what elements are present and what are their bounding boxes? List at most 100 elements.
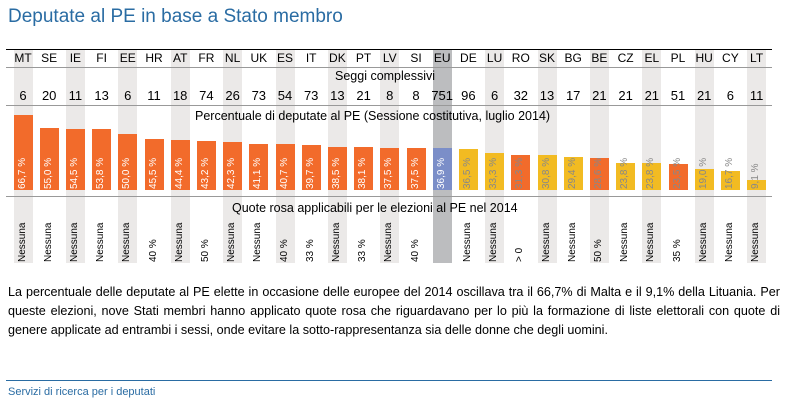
country-label: CZ [617,51,634,65]
bar [223,142,243,190]
quota-label: Nessuna [619,222,631,262]
country-label: LV [382,51,397,65]
bar-value-label: 39,7 % [304,157,316,189]
seat-count: 11 [749,88,764,103]
chart: Seggi complessivi Percentuale di deputate… [6,49,772,263]
seat-count: 73 [251,88,267,103]
country-label: PT [355,51,372,65]
bar-value-label: 30,8 % [540,157,552,189]
bar [170,140,190,190]
divider [6,67,772,68]
quota-label: Nessuna [252,222,264,262]
bar-value-label: 16,7 % [724,157,735,189]
bar [642,163,662,190]
divider [6,105,772,106]
bar [406,147,426,190]
bar [694,168,714,190]
bar-value-label: 44,4 % [173,157,185,189]
bar-value-label: 42,3 % [226,157,238,189]
seat-count: 21 [644,88,660,103]
bar [301,145,321,190]
seat-count: 73 [303,88,319,103]
seat-count: 21 [592,88,607,103]
quota-label: Nessuna [42,222,54,262]
seat-count: 21 [618,88,633,103]
bar [590,157,609,190]
bar [197,141,216,190]
country-label: RO [511,51,530,65]
bar [563,156,583,190]
column-shade [694,49,714,263]
seat-count: 21 [356,88,371,103]
quota-label: Nessuna [383,222,395,262]
seat-count: 32 [513,88,529,103]
bar [485,152,505,190]
country-label: ES [276,51,293,65]
country-label: NL [224,51,241,65]
bar-value-label: 50,0 % [121,157,133,189]
quota-label: 35 % [671,239,683,262]
seat-count: 17 [565,88,581,103]
seat-count: 54 [277,88,293,103]
bar [144,138,164,190]
country-label: BG [564,51,582,65]
quota-label: Nessuna [645,222,657,262]
bar-value-label: 29,4 % [566,157,578,189]
bar [328,146,347,190]
quota-label: Nessuna [226,222,238,262]
description-paragraph: La percentuale delle deputate al PE elet… [8,285,780,337]
seat-count: 11 [147,88,161,103]
bar [354,147,374,190]
quota-label: > 0 [514,247,526,262]
country-label: PL [670,51,686,65]
bar-value-label: 31,3 % [514,157,526,189]
seat-count: 20 [41,88,57,103]
seat-count: 96 [461,88,476,103]
country-label: SK [538,51,555,65]
quota-label: Nessuna [488,222,500,262]
quota-label: Nessuna [540,222,552,262]
country-label: DE [460,51,477,65]
bar-value-label: 23,5 % [671,157,683,189]
bar-value-label: 41,1 % [252,157,264,189]
column-shade [642,49,662,263]
column-shade [747,49,767,263]
bar [66,128,85,190]
bar-value-label: 23,8 % [619,157,631,189]
quota-label: Nessuna [750,222,762,262]
seat-count: 11 [68,88,83,103]
country-label: FI [96,51,107,65]
bar-value-label: 23,8 % [645,157,657,189]
country-label: AT [172,51,188,65]
bar [616,163,636,190]
quota-label: Nessuna [462,222,473,262]
bar [537,155,557,190]
country-label: DK [329,51,346,65]
quota-label: Nessuna [331,222,342,262]
bar-value-label: 28,6 % [593,157,604,189]
quota-label: 40 % [278,239,290,262]
seat-count: 26 [225,88,240,103]
quota-label: 40 % [147,239,159,262]
bar-value-label: 55,0 % [42,157,54,189]
bar [118,133,138,190]
country-label: FR [198,51,215,65]
seat-count: 13 [330,88,345,103]
values-section-title: Percentuale di deputate al PE (Sessione … [195,109,551,123]
footer-divider [6,380,772,381]
bar [275,144,295,190]
bar-value-label: 38,1 % [357,157,369,189]
bar-value-label: 54,5 % [69,157,80,189]
seat-count: 21 [696,88,712,103]
bar-value-label: 66,7 % [16,157,28,189]
seat-count: 13 [94,88,109,103]
bar [459,148,478,190]
country-label: LU [486,51,503,65]
bar [511,154,531,190]
quota-label: 33 % [357,239,369,262]
quota-label: 40 % [409,239,421,262]
quota-label: Nessuna [566,222,578,262]
quota-label: 33 % [304,239,316,262]
country-label: LT [750,51,764,65]
quota-label: 50 % [593,239,604,262]
